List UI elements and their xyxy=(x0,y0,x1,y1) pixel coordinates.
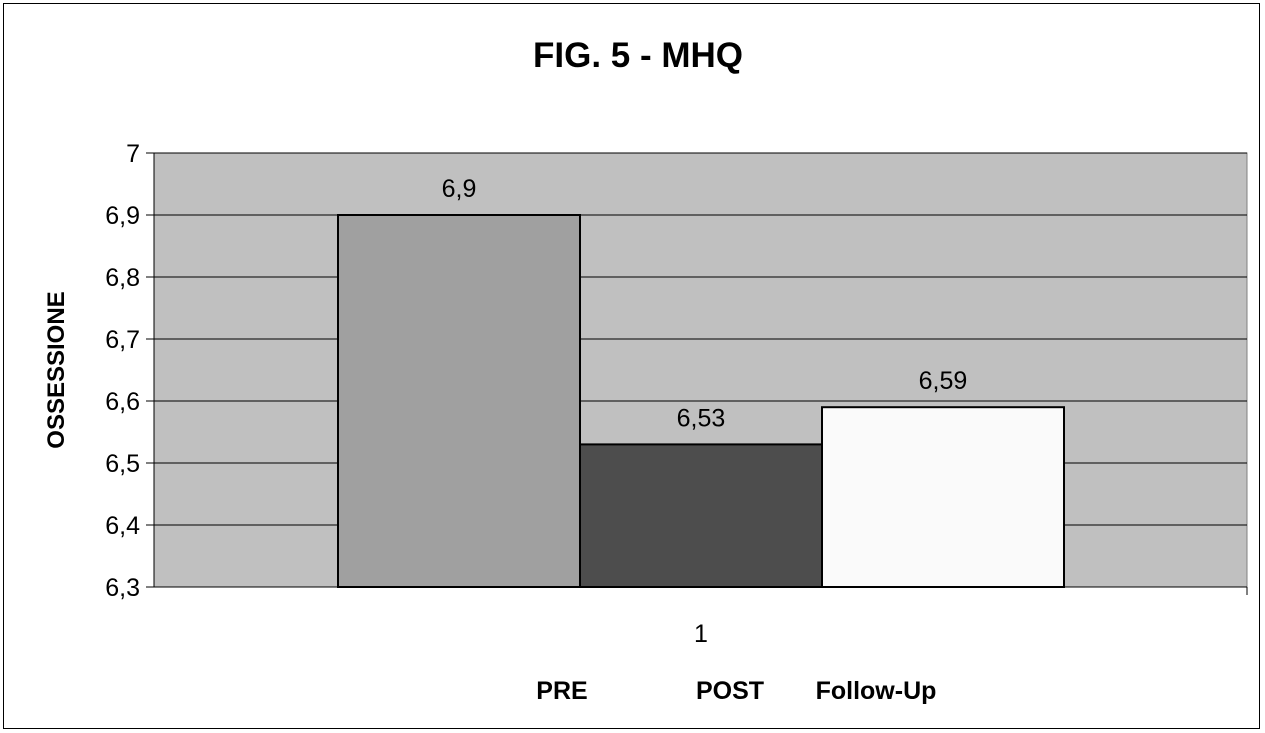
y-tick-label: 7 xyxy=(126,140,140,168)
legend-entry: POST xyxy=(696,677,764,705)
legend-entry: PRE xyxy=(536,677,587,705)
data-label: 6,53 xyxy=(677,404,726,432)
bar-post xyxy=(579,443,823,588)
data-label: 6,9 xyxy=(442,175,477,203)
chart-title: FIG. 5 - MHQ xyxy=(533,36,743,75)
y-tick-label: 6,6 xyxy=(105,388,140,416)
y-tick-label: 6,4 xyxy=(105,512,140,540)
y-tick-label: 6,8 xyxy=(105,264,140,292)
axes xyxy=(146,152,1248,595)
y-tick-label: 6,9 xyxy=(105,202,140,230)
data-label: 6,59 xyxy=(919,367,968,395)
legend-entry: Follow-Up xyxy=(816,677,937,705)
y-tick-labels: 6,3 6,4 6,5 6,6 6,7 6,8 6,9 7 xyxy=(105,140,140,602)
y-tick-label: 6,5 xyxy=(105,450,140,478)
x-tick-labels: 1 xyxy=(694,620,708,648)
x-tick-label: 1 xyxy=(694,620,708,648)
bar-follow-up xyxy=(821,406,1065,589)
y-tick-label: 6,7 xyxy=(105,326,140,354)
legend: PRE POST Follow-Up xyxy=(536,677,936,705)
y-axis-label: OSSESSIONE xyxy=(43,291,70,448)
bars: 6,9 6,53 6,59 xyxy=(337,175,1065,589)
bar-pre xyxy=(337,214,581,588)
y-tick-label: 6,3 xyxy=(105,574,140,602)
